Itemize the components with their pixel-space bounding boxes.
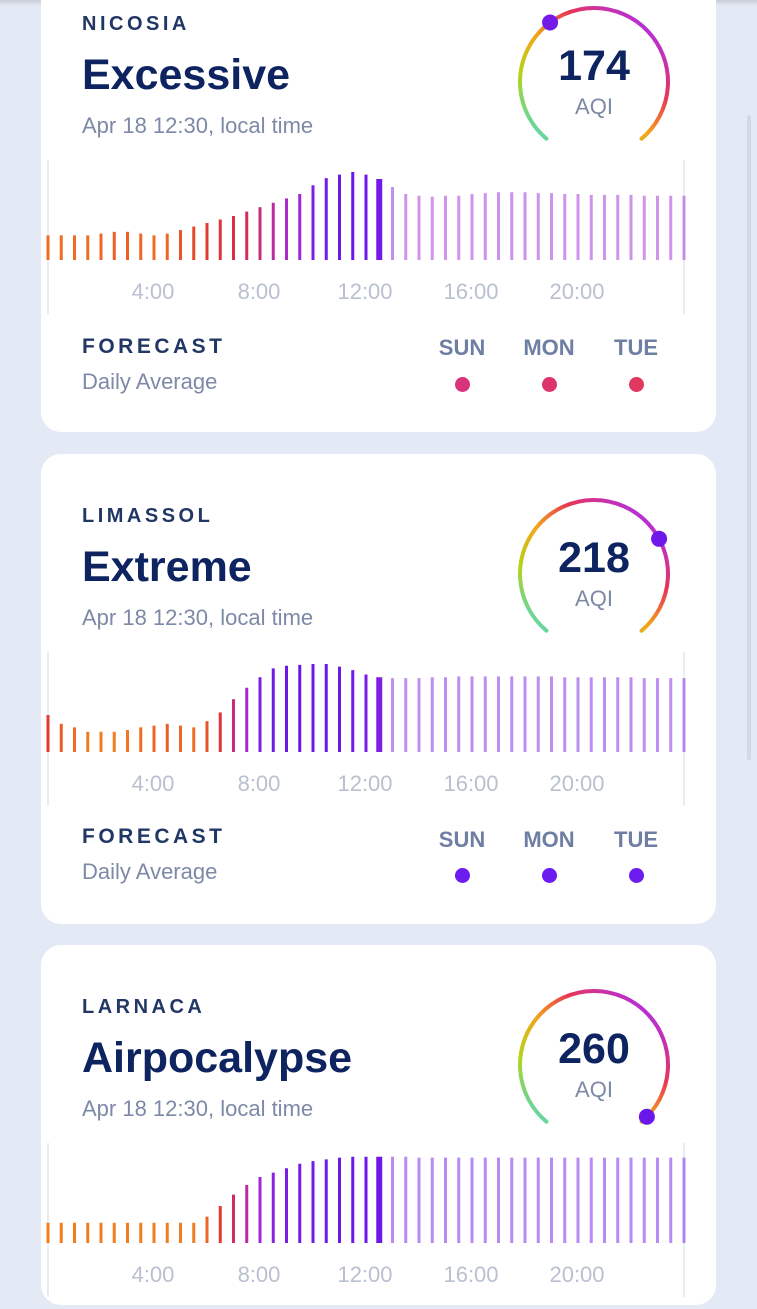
time-axis-label: 16:00: [443, 1262, 498, 1287]
hourly-aqi-chart: 4:00 8:00 12:00 16:00 20:00: [46, 1143, 686, 1297]
gauge-indicator: [651, 530, 668, 547]
aqi-level: Extreme: [82, 543, 252, 591]
aqi-gauge: [518, 6, 670, 141]
aqi-gauge: [518, 498, 670, 633]
forecast-dot-tue: [629, 868, 644, 883]
city-card-limassol[interactable]: LIMASSOL Extreme Apr 18 12:30, local tim…: [41, 454, 716, 924]
forecast-day-sun: SUN: [438, 335, 486, 360]
forecast-dot-tue: [629, 377, 644, 392]
time-axis-label: 20:00: [549, 1262, 604, 1287]
aqi-value: 218: [558, 534, 630, 582]
time-axis-label: 4:00: [132, 279, 175, 304]
daily-average-label: Daily Average: [82, 859, 218, 884]
daily-average-label: Daily Average: [82, 369, 218, 394]
gauge-arc: [518, 6, 670, 141]
forecast-day-sun: SUN: [438, 827, 486, 852]
time-axis-label: 12:00: [337, 771, 392, 796]
city-name: LIMASSOL: [82, 505, 214, 527]
city-name: LARNACA: [82, 996, 206, 1018]
time-axis-label: 8:00: [238, 279, 281, 304]
time-axis-label: 4:00: [132, 771, 175, 796]
aqi-gauge: [518, 989, 670, 1125]
forecast-label: FORECAST: [82, 335, 226, 358]
forecast-day-mon: MON: [523, 335, 575, 360]
forecast-day-tue: TUE: [614, 335, 658, 360]
aqi-unit-label: AQI: [575, 586, 613, 611]
time-axis-label: 4:00: [132, 1262, 175, 1287]
forecast-dot-sun: [455, 377, 470, 392]
gauge-indicator: [542, 14, 559, 31]
aqi-value: 174: [558, 42, 630, 90]
city-name: NICOSIA: [82, 13, 190, 35]
city-card-nicosia[interactable]: NICOSIA Excessive Apr 18 12:30, local ti…: [41, 0, 716, 432]
aqi-level: Excessive: [82, 51, 291, 99]
time-axis-label: 8:00: [238, 771, 281, 796]
aqi-unit-label: AQI: [575, 94, 613, 119]
forecast-day-tue: TUE: [614, 827, 658, 852]
city-card-larnaca[interactable]: LARNACA Airpocalypse Apr 18 12:30, local…: [41, 945, 716, 1305]
time-axis-label: 16:00: [443, 279, 498, 304]
aqi-value: 260: [558, 1025, 630, 1073]
gauge-arc: [518, 989, 670, 1124]
hourly-aqi-chart: 4:00 8:00 12:00 16:00 20:00: [46, 160, 686, 314]
forecast-day-mon: MON: [523, 827, 575, 852]
forecast-dot-mon: [542, 377, 557, 392]
gauge-arc: [518, 498, 670, 633]
time-axis-label: 12:00: [337, 279, 392, 304]
local-time: Apr 18 12:30, local time: [82, 1096, 314, 1121]
forecast-dot-sun: [455, 868, 470, 883]
time-axis-label: 20:00: [549, 771, 604, 796]
scrollbar[interactable]: [747, 115, 751, 760]
time-axis-label: 12:00: [337, 1262, 392, 1287]
forecast-label: FORECAST: [82, 825, 226, 848]
aqi-level: Airpocalypse: [82, 1034, 353, 1082]
time-axis-label: 16:00: [443, 771, 498, 796]
time-axis-label: 20:00: [549, 279, 604, 304]
gauge-indicator: [638, 1108, 655, 1125]
aqi-unit-label: AQI: [575, 1077, 613, 1102]
hourly-aqi-chart: 4:00 8:00 12:00 16:00 20:00: [46, 652, 686, 806]
local-time: Apr 18 12:30, local time: [82, 113, 314, 138]
time-axis-label: 8:00: [238, 1262, 281, 1287]
local-time: Apr 18 12:30, local time: [82, 605, 314, 630]
forecast-dot-mon: [542, 868, 557, 883]
